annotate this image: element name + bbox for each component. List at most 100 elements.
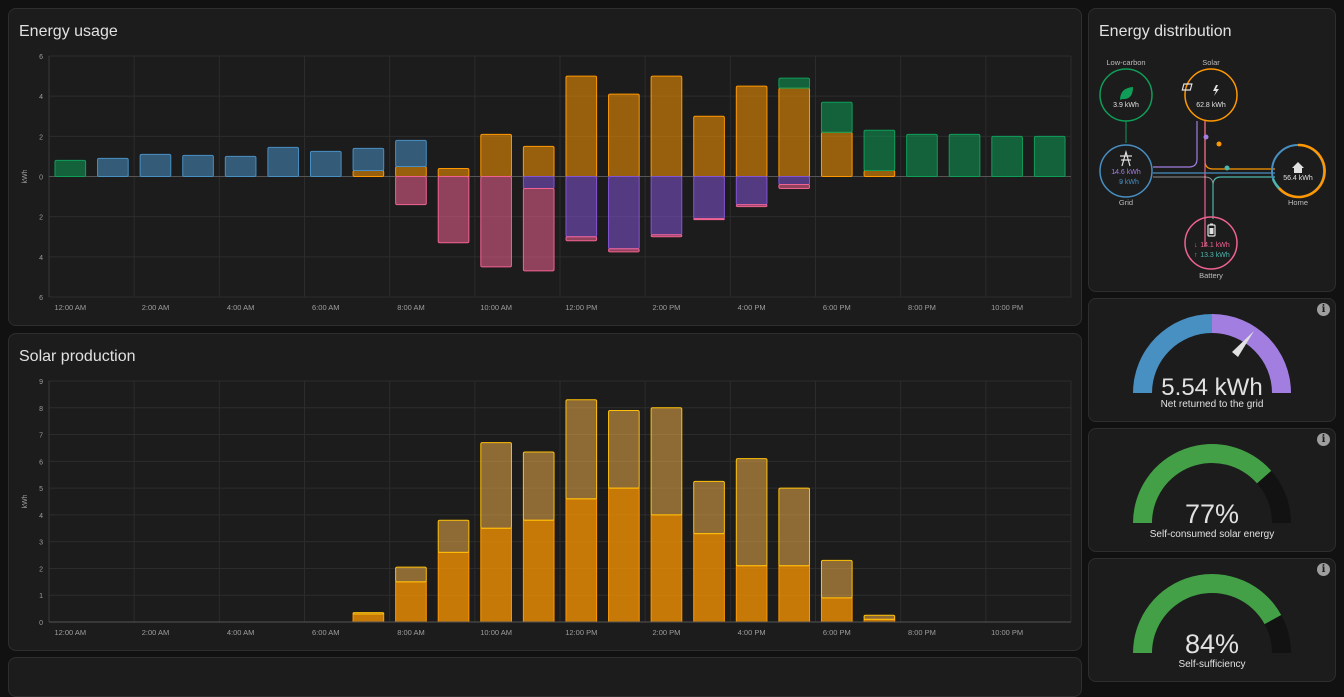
- usage-bar-low_carbon: [54, 159, 87, 177]
- x-tick-label: 4:00 AM: [227, 628, 255, 637]
- usage-bar-low_carbon: [991, 135, 1023, 178]
- y-tick-label: 1: [39, 593, 43, 600]
- solar-bar-forecast: [480, 442, 512, 529]
- y-tick-label: 4: [39, 255, 43, 262]
- solar-grid-flow: [1153, 121, 1198, 168]
- home-value: 56.4 kWh: [1283, 175, 1313, 182]
- flow-dot: [1216, 141, 1222, 147]
- energy-distribution-card: Energy distribution Low-carbon 3.9 kWh S…: [1088, 8, 1336, 292]
- energy-distribution-title: Energy distribution: [1099, 23, 1232, 40]
- solar-bar-actual: [735, 565, 768, 623]
- arrow-left-icon: ←: [1113, 169, 1120, 176]
- usage-bar-grid_import: [352, 147, 385, 171]
- info-icon[interactable]: i: [1317, 303, 1330, 316]
- usage-bar-low_carbon: [778, 77, 811, 89]
- grid-label: Grid: [1119, 198, 1133, 207]
- solar-production-title: Solar production: [19, 348, 136, 365]
- usage-bar-grid_return: [608, 176, 640, 250]
- arrow-down-icon: ↓: [1194, 242, 1198, 249]
- x-tick-label: 6:00 AM: [312, 628, 340, 637]
- x-tick-label: 10:00 AM: [480, 303, 512, 312]
- gauge-label: Net returned to the grid: [1160, 399, 1264, 410]
- usage-bar-grid_return: [565, 176, 598, 238]
- battery-icon: [1207, 223, 1216, 237]
- usage-bar-solar: [608, 93, 640, 177]
- usage-bar-grid_return: [522, 176, 555, 190]
- solar-bar-actual: [778, 565, 811, 623]
- home-label: Home: [1288, 198, 1308, 207]
- usage-bar-grid_return: [693, 176, 725, 220]
- solar-bar-actual: [693, 533, 725, 623]
- usage-bar-solar: [650, 75, 683, 177]
- usage-bar-battery_in: [778, 184, 811, 190]
- grid-battery-flow: [1153, 176, 1214, 214]
- x-tick-label: 8:00 PM: [908, 303, 936, 312]
- solar-bar-actual: [565, 498, 598, 623]
- usage-bar-low_carbon: [863, 129, 896, 171]
- gauge-card-self-sufficiency: i 84% Self-sufficiency: [1088, 558, 1336, 682]
- usage-bar-battery_in: [480, 176, 512, 268]
- solar-bar-actual: [820, 597, 853, 623]
- energy-usage-chart[interactable]: 6 4 2 0 2 4 6 12:00 AM 2:00 AM 4:00 AM 6:00 AM 8:00…: [9, 9, 1082, 326]
- gauge-card-self-consumed: i 77% Self-consumed solar energy: [1088, 428, 1336, 552]
- usage-bar-battery_in: [565, 236, 598, 242]
- gauge-fill: [1133, 444, 1272, 523]
- flow-dot: [1203, 134, 1209, 140]
- solar-bar-forecast: [395, 566, 427, 583]
- usage-bar-solar: [863, 169, 896, 178]
- gauge-needle: [1232, 331, 1254, 357]
- x-tick-label: 2:00 PM: [652, 303, 680, 312]
- info-icon[interactable]: i: [1317, 433, 1330, 446]
- battery-in-value: 14.1 kWh: [1200, 242, 1230, 249]
- x-tick-label: 8:00 AM: [397, 628, 425, 637]
- y-tick-label: 4: [39, 94, 43, 101]
- solar-bar-actual: [437, 551, 470, 623]
- x-tick-label: 4:00 AM: [227, 303, 255, 312]
- usage-bar-low_carbon: [1033, 135, 1066, 178]
- solar-bar-forecast: [693, 480, 725, 535]
- battery-label: Battery: [1199, 271, 1223, 280]
- solar-production-chart[interactable]: 9 8 7 6 5 4 3 2 1 0 12:00 AM 2:00 AM 4:00 AM 6:00 AM 8…: [9, 334, 1082, 651]
- gauge-card-grid-return: i 5.54 kWh Net returned to the grid: [1088, 298, 1336, 422]
- solar-label: Solar: [1202, 58, 1220, 67]
- leaf-icon: [1120, 87, 1133, 100]
- home-battery-arc: [1271, 178, 1280, 189]
- solar-bar-actual: [608, 487, 640, 623]
- x-tick-label: 2:00 AM: [142, 628, 170, 637]
- arrow-right-icon: →: [1117, 179, 1124, 186]
- y-axis-label: kWh: [22, 494, 29, 508]
- usage-bar-solar: [735, 85, 768, 177]
- usage-bar-battery_in: [735, 204, 768, 208]
- x-tick-label: 2:00 AM: [142, 303, 170, 312]
- solar-bar-forecast: [863, 614, 896, 620]
- gauge-fill: [1133, 574, 1282, 653]
- usage-bar-solar: [565, 75, 598, 177]
- y-tick-label: 8: [39, 406, 43, 413]
- y-tick-label: 0: [39, 175, 43, 182]
- usage-bar-solar: [778, 87, 811, 177]
- info-icon[interactable]: i: [1317, 563, 1330, 576]
- x-tick-label: 4:00 PM: [738, 303, 766, 312]
- battery-out-value: 13.3 kWh: [1200, 252, 1230, 259]
- flow-dot: [1224, 165, 1230, 171]
- gauge-label: Self-consumed solar energy: [1149, 529, 1275, 540]
- solar-circle: [1184, 68, 1238, 122]
- usage-bar-grid_import: [267, 146, 300, 177]
- y-tick-label: 6: [39, 54, 43, 61]
- solar-bar-actual: [395, 581, 427, 623]
- usage-bar-battery_in: [522, 188, 555, 272]
- x-tick-label: 12:00 AM: [54, 628, 86, 637]
- usage-bar-grid_return: [650, 176, 683, 236]
- usage-bar-low_carbon: [906, 133, 938, 177]
- y-tick-label: 2: [39, 134, 43, 141]
- x-tick-label: 10:00 AM: [480, 628, 512, 637]
- solar-bar-forecast: [650, 407, 683, 516]
- usage-bar-battery_in: [437, 176, 470, 244]
- gauge-value: 5.54 kWh: [1161, 374, 1263, 401]
- grid-export-value: 9 kWh: [1119, 179, 1139, 186]
- low-carbon-value: 3.9 kWh: [1113, 102, 1139, 109]
- battery-home-flow: [1212, 176, 1275, 219]
- y-tick-label: 3: [39, 540, 43, 547]
- x-tick-label: 6:00 PM: [823, 628, 851, 637]
- solar-bar-actual: [522, 519, 555, 623]
